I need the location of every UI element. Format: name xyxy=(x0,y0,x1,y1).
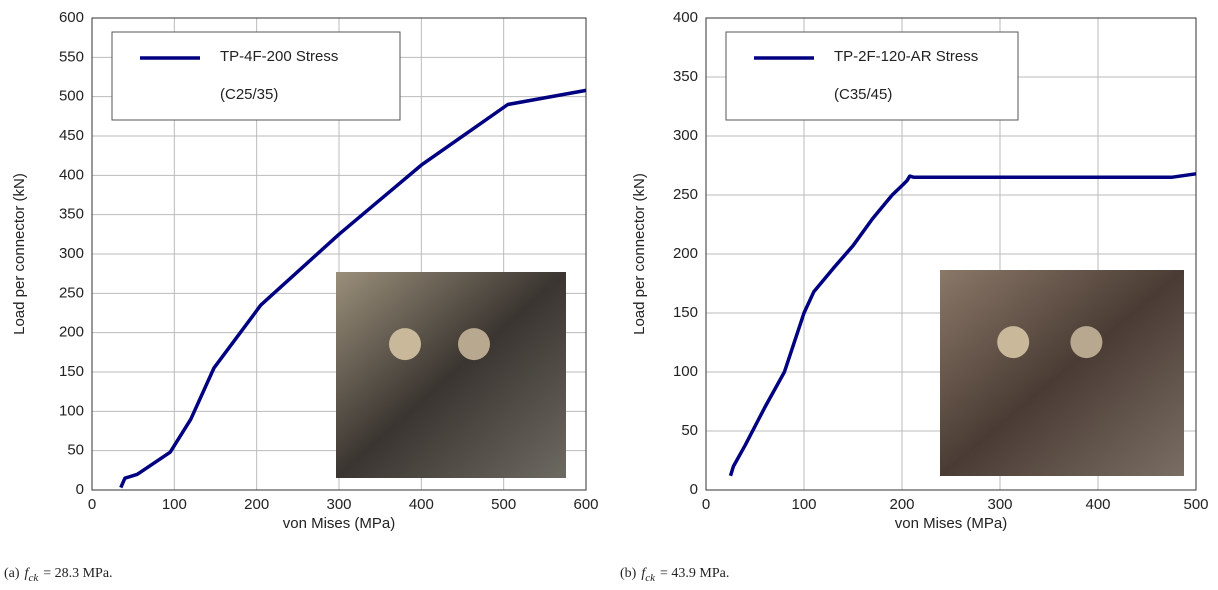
y-tick-label: 50 xyxy=(681,422,698,439)
y-tick-label: 400 xyxy=(673,9,698,26)
caption: (a) fck = 28.3 MPa. xyxy=(4,566,113,583)
caption-part: ck xyxy=(645,572,656,584)
x-tick-label: 100 xyxy=(162,496,187,513)
y-tick-label: 0 xyxy=(76,481,84,498)
y-tick-label: 500 xyxy=(59,88,84,105)
y-tick-label: 200 xyxy=(59,324,84,341)
legend-note: (C35/45) xyxy=(834,86,892,103)
y-tick-label: 100 xyxy=(59,402,84,419)
caption-part: ck xyxy=(28,572,39,584)
x-tick-label: 200 xyxy=(244,496,269,513)
photo-hole xyxy=(389,328,421,361)
x-tick-label: 400 xyxy=(1085,496,1110,513)
photo-hole xyxy=(997,326,1030,359)
caption-part: f xyxy=(25,566,31,581)
y-tick-label: 250 xyxy=(59,284,84,301)
y-tick-label: 150 xyxy=(673,304,698,321)
photo-hole xyxy=(458,328,490,361)
x-tick-label: 100 xyxy=(791,496,816,513)
y-tick-label: 350 xyxy=(59,206,84,223)
caption-part: = 43.9 MPa. xyxy=(660,566,729,581)
x-tick-label: 0 xyxy=(702,496,710,513)
photo-hole xyxy=(1070,326,1103,359)
caption-part: f xyxy=(641,566,647,581)
x-tick-label: 200 xyxy=(889,496,914,513)
x-tick-label: 300 xyxy=(326,496,351,513)
data-line xyxy=(119,88,587,489)
y-tick-label: 400 xyxy=(59,166,84,183)
y-tick-label: 450 xyxy=(59,127,84,144)
y-tick-label: 150 xyxy=(59,363,84,380)
x-tick-label: 500 xyxy=(491,496,516,513)
y-tick-label: 100 xyxy=(673,363,698,380)
y-tick-label: 0 xyxy=(690,481,698,498)
x-tick-label: 300 xyxy=(987,496,1012,513)
caption-part: (b) xyxy=(620,566,637,581)
y-tick-label: 300 xyxy=(59,245,84,262)
plot-frame xyxy=(91,17,587,491)
x-tick-label: 500 xyxy=(1183,496,1208,513)
x-tick-label: 0 xyxy=(88,496,96,513)
y-tick-label: 600 xyxy=(59,9,84,26)
data-line xyxy=(728,172,1197,477)
caption: (b) fck = 43.9 MPa. xyxy=(620,566,729,583)
y-axis-label: Load per connector (kN) xyxy=(11,173,28,335)
legend-label: TP-4F-200 Stress xyxy=(220,48,338,65)
caption-part: = 28.3 MPa. xyxy=(43,566,112,581)
y-tick-label: 200 xyxy=(673,245,698,262)
inset-photo xyxy=(940,270,1184,476)
x-tick-label: 400 xyxy=(409,496,434,513)
y-axis-label: Load per connector (kN) xyxy=(631,173,648,335)
legend-label: TP-2F-120-AR Stress xyxy=(834,48,978,65)
legend-note: (C25/35) xyxy=(220,86,278,103)
legend-box xyxy=(111,31,401,121)
y-tick-label: 300 xyxy=(673,127,698,144)
x-axis-label: von Mises (MPa) xyxy=(283,515,396,532)
plot-frame xyxy=(705,17,1197,491)
y-tick-label: 350 xyxy=(673,68,698,85)
y-tick-label: 250 xyxy=(673,186,698,203)
y-tick-label: 50 xyxy=(67,442,84,459)
caption-part: (a) xyxy=(4,566,20,581)
legend-box xyxy=(725,31,1019,121)
x-tick-label: 600 xyxy=(573,496,598,513)
x-axis-label: von Mises (MPa) xyxy=(895,515,1008,532)
inset-photo xyxy=(336,272,566,478)
y-tick-label: 550 xyxy=(59,48,84,65)
